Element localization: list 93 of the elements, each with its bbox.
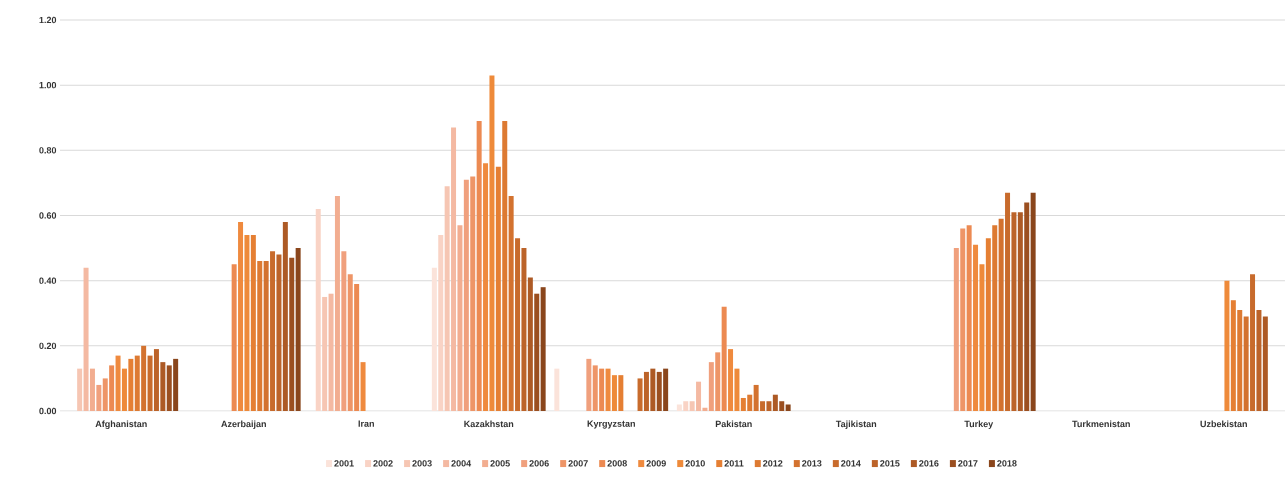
bar [785,404,791,411]
y-tick-label: 0.60 [39,212,57,219]
bar [656,371,662,411]
y-tick-label: 0.80 [39,147,57,154]
bar [1030,192,1036,411]
legend-label: 2009 [646,460,666,467]
bar [534,293,540,411]
bar [166,365,172,411]
bar [315,208,321,411]
legend-label: 2012 [763,460,783,467]
bar [173,358,179,411]
bar [960,228,966,411]
bar [109,365,115,411]
bar [1024,202,1030,411]
bar [708,362,714,411]
bar [431,267,437,411]
legend-label: 2003 [412,460,432,467]
bar [438,235,444,411]
bar [586,358,592,411]
legend-label: 2004 [451,460,472,467]
y-tick-label: 0.40 [39,277,57,284]
bar [953,248,959,411]
bar [599,368,605,411]
bar [289,257,295,411]
bar [772,394,778,411]
bar [540,287,546,411]
bar [328,293,334,411]
bar [354,283,360,411]
y-tick-label: 1.20 [39,16,57,24]
bar [702,407,708,411]
legend-label: 2005 [490,460,510,467]
bar [231,264,237,411]
bar [295,248,301,411]
bar [360,362,366,411]
bar [347,274,353,411]
bar [341,251,347,411]
bar [334,195,340,411]
legend-label: 2001 [334,460,354,467]
bar [721,306,727,411]
bar [650,368,656,411]
legend-label: 2006 [529,460,549,467]
y-tick-label: 0.20 [39,342,57,350]
bar [1224,280,1230,411]
bar [102,378,108,411]
bar [96,384,102,411]
bar [696,381,702,411]
legend-label: 2016 [919,460,939,467]
bar [160,362,166,411]
legend-label: 2007 [568,460,588,467]
legend-label: 2014 [841,460,861,467]
x-tick-label: Afghanistan [95,420,147,429]
legend-label: 2015 [880,460,900,467]
bar [282,222,288,411]
x-tick-label: Turkey [964,420,994,429]
bar [444,186,450,411]
y-tick-label: 1.00 [39,81,57,89]
bar [683,401,689,411]
x-tick-label: Uzbekistan [1200,420,1247,428]
legend-label: 2008 [607,460,627,467]
x-tick-label: Tajikistan [835,420,877,429]
legend-label: 2013 [802,460,822,467]
bar [689,401,695,411]
bar [476,121,482,411]
bar [527,277,533,411]
legend-label: 2017 [958,460,978,467]
x-tick-label: Kazakhstan [464,420,514,428]
bar [592,365,598,411]
bar [470,176,476,411]
legend-label: 2010 [685,460,705,467]
x-tick-label: Kyrgyzstan [587,420,635,429]
y-tick-label: 0.00 [39,407,57,415]
bar [1262,316,1268,411]
x-tick-label: Pakistan [715,420,752,428]
bar [966,225,972,411]
bar [83,267,89,411]
legend-label: 2002 [373,460,393,467]
bar [715,352,721,411]
bar [77,368,83,411]
bar [779,401,785,411]
x-tick-label: Azerbaijan [221,420,266,429]
bar [1017,212,1023,411]
bar [322,296,328,411]
bar [89,368,95,411]
x-tick-label: Iran [358,420,374,427]
x-tick-label: Turkmenistan [1072,420,1130,428]
bar [463,179,469,411]
bar [554,368,560,411]
bar [457,225,463,411]
bar [451,127,457,411]
bar [663,368,669,411]
bar [676,404,682,411]
legend-label: 2011 [724,460,744,467]
legend-label: 2018 [997,460,1017,467]
